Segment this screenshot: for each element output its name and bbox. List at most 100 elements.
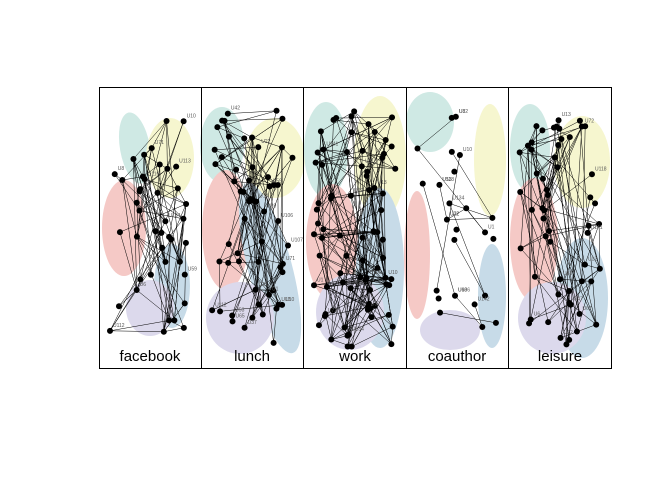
network-edge-lunch [244,138,270,295]
node-label-facebook: U10 [187,113,196,119]
network-edge-leisure [559,278,592,282]
network-edge-leisure [519,152,536,277]
network-node-facebook [141,151,148,158]
network-node-facebook [133,233,140,240]
network-node-coauthor [451,236,458,243]
network-edge-lunch [252,167,289,246]
network-node-leisure [593,321,600,328]
network-edge-leisure [536,173,543,209]
node-label-leisure: U47 [574,297,583,303]
network-node-lunch [241,135,248,142]
network-edge-leisure [520,191,543,209]
network-node-leisure [516,149,523,156]
community-lavender [126,280,174,336]
community-blue [478,244,506,348]
network-node-work [314,149,321,156]
network-edge-work [368,306,392,345]
network-edge-work [366,139,386,177]
node-label-coauthor: U32 [459,109,468,115]
network-node-leisure [539,175,546,182]
network-node-facebook [133,199,140,206]
network-edge-work [320,111,355,132]
network-edge-facebook [122,179,166,222]
network-node-coauthor [456,151,463,158]
network-edge-leisure [531,142,549,196]
network-edge-lunch [228,136,270,187]
network-edge-facebook [136,289,175,321]
network-edge-leisure [520,145,529,249]
network-node-lunch [247,195,254,202]
network-edge-lunch [222,118,283,121]
network-node-facebook [133,286,140,293]
network-node-lunch [273,305,280,312]
network-node-lunch [231,178,238,185]
network-edge-lunch [238,261,260,305]
network-node-lunch [214,124,221,131]
network-node-work [362,276,369,283]
network-edge-work [318,132,352,204]
network-edge-facebook [133,158,137,291]
network-edge-coauthor [417,148,486,233]
network-node-work [382,274,389,281]
network-node-work [371,128,378,135]
network-edge-facebook [143,154,175,321]
network-edge-work [335,117,352,133]
network-edge-facebook [166,121,181,262]
network-node-facebook [111,171,118,178]
network-node-lunch [265,291,272,298]
network-edge-lunch [244,218,262,242]
network-node-work [348,113,355,120]
network-node-work [329,307,336,314]
node-label-coauthor: U72 [450,212,459,218]
network-node-lunch [266,183,273,190]
network-node-lunch [279,301,286,308]
network-edge-facebook [157,166,177,193]
network-node-leisure [588,278,595,285]
network-edge-leisure [543,126,583,219]
network-edge-lunch [221,120,269,178]
network-node-lunch [216,258,223,265]
network-edge-work [317,152,392,345]
network-node-lunch [264,174,271,181]
network-edge-lunch [215,163,275,186]
network-edge-lunch [255,271,283,290]
network-edge-work [377,157,383,269]
network-edge-lunch [215,163,289,246]
network-edge-work [321,209,382,239]
network-node-leisure [517,245,524,252]
network-edge-work [326,277,386,288]
network-node-leisure [531,273,538,280]
network-node-leisure [558,136,565,143]
network-edge-leisure [536,173,548,190]
network-edge-work [313,234,348,336]
network-edge-facebook [136,148,152,237]
network-node-coauthor [452,292,459,299]
network-edge-work [336,117,393,119]
network-node-work [371,184,378,191]
node-label-work: U141 [326,142,338,148]
network-edge-work [347,289,371,336]
network-node-work [320,146,327,153]
network-edge-facebook [142,154,145,177]
network-node-leisure [550,124,557,131]
network-node-lunch [284,242,291,249]
network-node-facebook [180,215,187,222]
network-edge-leisure [560,197,591,338]
network-edge-lunch [237,253,283,306]
network-edge-work [351,116,361,278]
node-label-work: U53 [354,280,363,286]
network-edge-lunch [251,137,270,295]
network-edge-facebook [144,179,178,189]
network-edge-lunch [252,167,256,290]
network-node-lunch [261,208,268,215]
network-edge-coauthor [439,312,496,324]
network-edge-work [313,235,341,286]
network-node-facebook [183,201,190,208]
network-edge-lunch [281,147,284,264]
network-edge-lunch [217,110,277,128]
network-edge-work [323,229,378,269]
network-edge-leisure [528,268,600,324]
node-label-lunch: U53 [235,308,244,314]
network-edge-work [331,111,355,196]
